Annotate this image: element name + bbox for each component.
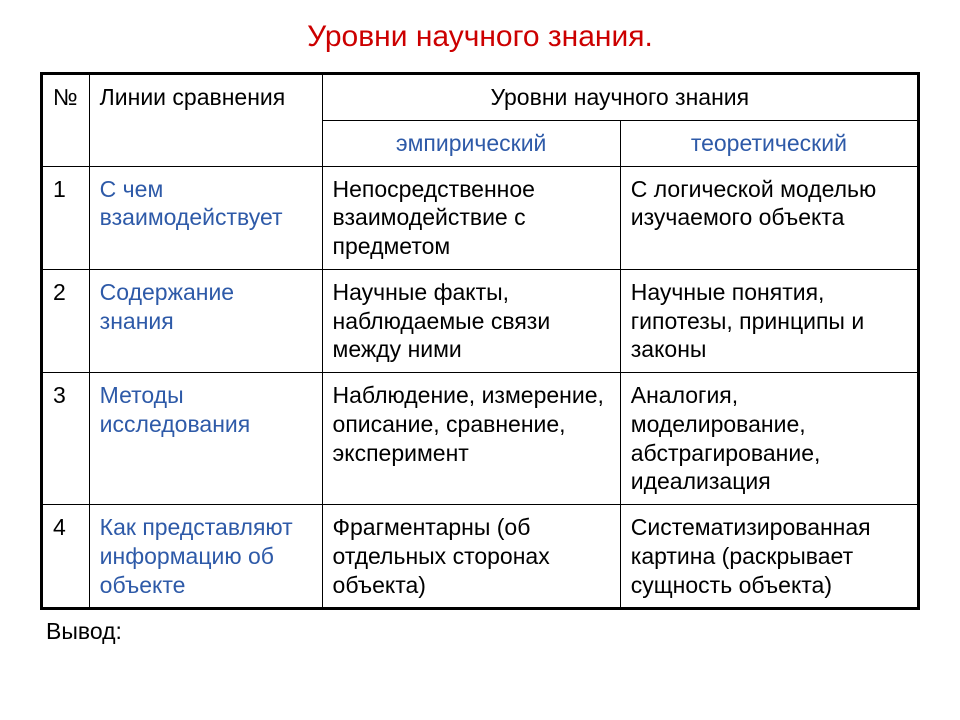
cell-empirical: Научные факты, наблюдаемые связи между н… — [322, 269, 620, 372]
row-label: Методы исследования — [89, 373, 322, 505]
comparison-table: № Линии сравнения Уровни научного знания… — [40, 72, 920, 610]
header-lines: Линии сравнения — [89, 74, 322, 167]
table-row: 3 Методы исследования Наблюдение, измере… — [42, 373, 919, 505]
page-title: Уровни научного знания. — [40, 20, 920, 54]
table-header-row-1: № Линии сравнения Уровни научного знания — [42, 74, 919, 121]
header-upper: Уровни научного знания — [322, 74, 918, 121]
cell-empirical: Фрагментарны (об отдельных сторонах объе… — [322, 505, 620, 609]
table-row: 1 С чем взаимодействует Непосредственное… — [42, 166, 919, 269]
header-empirical: эмпирический — [322, 120, 620, 166]
row-label: С чем взаимодействует — [89, 166, 322, 269]
row-num: 2 — [42, 269, 90, 372]
table-row: 2 Содержание знания Научные факты, наблю… — [42, 269, 919, 372]
cell-empirical: Непосредственное взаимодействие с предме… — [322, 166, 620, 269]
row-num: 3 — [42, 373, 90, 505]
header-theoretical: теоретический — [620, 120, 918, 166]
cell-empirical: Наблюдение, измерение, описание, сравнен… — [322, 373, 620, 505]
cell-theoretical: Научные понятия, гипотезы, принципы и за… — [620, 269, 918, 372]
cell-theoretical: С логической моделью изучаемого объекта — [620, 166, 918, 269]
row-num: 1 — [42, 166, 90, 269]
row-label: Как представляют информацию об объекте — [89, 505, 322, 609]
row-num: 4 — [42, 505, 90, 609]
cell-theoretical: Аналогия, моделирование, абстрагирование… — [620, 373, 918, 505]
row-label: Содержание знания — [89, 269, 322, 372]
header-num: № — [42, 74, 90, 167]
table-row: 4 Как представляют информацию об объекте… — [42, 505, 919, 609]
footer-label: Вывод: — [40, 618, 920, 645]
cell-theoretical: Систематизированная картина (раскрывает … — [620, 505, 918, 609]
